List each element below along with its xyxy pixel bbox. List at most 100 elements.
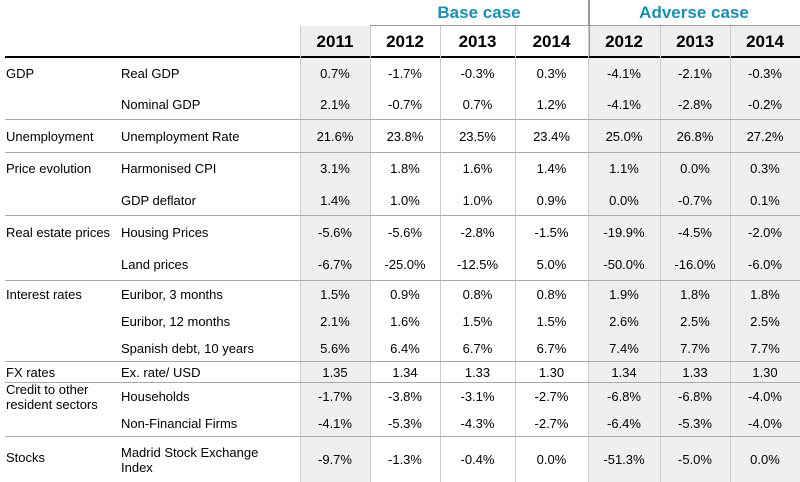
row-label: Non-Financial Firms: [121, 416, 238, 431]
value-cell: 1.4%: [320, 192, 350, 208]
row-label: Nominal GDP: [121, 97, 201, 112]
value-cell: 1.8%: [750, 287, 780, 302]
value-cell: 23.8%: [386, 129, 424, 144]
value-cell: 2.1%: [320, 97, 350, 112]
value-cell: -2.7%: [534, 416, 569, 431]
value-cell: 1.8%: [390, 161, 420, 177]
value-cell: -6.8%: [678, 389, 712, 404]
row-label: Households: [121, 389, 190, 404]
section-rule: [5, 436, 800, 437]
value-cell: -2.8%: [460, 224, 495, 240]
value-cell: -1.7%: [318, 389, 352, 404]
value-cell: -12.5%: [456, 257, 499, 273]
value-cell: -6.7%: [318, 257, 352, 273]
value-cell: -3.8%: [388, 389, 422, 404]
shaded-column: [300, 26, 370, 482]
value-cell: 0.3%: [536, 66, 567, 81]
value-cell: -6.8%: [607, 389, 641, 404]
value-cell: 23.5%: [459, 129, 496, 144]
value-cell: 0.0%: [536, 452, 567, 467]
value-cell: 26.8%: [676, 129, 714, 144]
value-cell: -0.4%: [460, 452, 495, 467]
value-cell: -25.0%: [384, 257, 426, 273]
column-header: 2013: [458, 32, 497, 51]
row-label: Housing Prices: [121, 224, 209, 240]
value-cell: 7.7%: [680, 341, 710, 356]
value-cell: 0.1%: [750, 192, 780, 208]
value-cell: 0.9%: [536, 192, 567, 208]
value-cell: -0.2%: [748, 97, 782, 112]
divider: [588, 26, 589, 482]
value-cell: 1.5%: [320, 287, 350, 302]
value-cell: -4.5%: [678, 224, 712, 240]
row-label: Madrid Stock Exchange Index: [121, 444, 259, 475]
value-cell: -0.7%: [388, 97, 422, 112]
value-cell: -1.7%: [388, 66, 422, 81]
value-cell: 5.0%: [536, 257, 567, 273]
section-rule: [5, 152, 800, 153]
value-cell: 1.0%: [462, 192, 493, 208]
value-cell: -4.0%: [748, 389, 782, 404]
value-cell: -0.3%: [748, 66, 782, 81]
section-label: Interest rates: [6, 287, 82, 302]
column-header: 2014: [532, 32, 571, 51]
rule: [588, 0, 590, 58]
value-cell: -5.3%: [388, 416, 422, 431]
value-cell: -2.7%: [534, 389, 569, 404]
value-cell: -4.1%: [607, 97, 641, 112]
value-cell: -5.6%: [318, 224, 352, 240]
row-label: Euribor, 3 months: [121, 287, 223, 302]
divider: [300, 26, 301, 482]
value-cell: -1.3%: [388, 452, 422, 467]
value-cell: 1.34: [392, 365, 418, 380]
value-cell: -5.6%: [388, 224, 422, 240]
column-header: 2011: [316, 32, 354, 51]
value-cell: 0.7%: [462, 97, 493, 112]
value-cell: 1.6%: [390, 314, 420, 329]
column-header: 2014: [746, 32, 784, 51]
value-cell: 3.1%: [320, 161, 350, 177]
value-cell: -6.0%: [748, 257, 782, 273]
value-cell: 6.4%: [390, 341, 420, 356]
value-cell: 1.30: [752, 365, 778, 380]
section-label: Stocks: [6, 449, 46, 465]
group-header: Adverse case: [639, 3, 749, 22]
value-cell: 6.7%: [536, 341, 567, 356]
value-cell: 21.6%: [316, 129, 354, 144]
section-label: Price evolution: [6, 161, 92, 177]
section-label: Real estate prices: [6, 224, 111, 240]
value-cell: -2.1%: [678, 66, 712, 81]
value-cell: 1.30: [538, 365, 565, 380]
value-cell: 0.0%: [750, 452, 780, 467]
row-label: Real GDP: [121, 66, 180, 81]
value-cell: 0.8%: [462, 287, 493, 302]
divider: [730, 26, 731, 482]
value-cell: 0.3%: [750, 161, 780, 177]
shaded-column: [588, 26, 800, 482]
value-cell: -6.4%: [607, 416, 641, 431]
divider: [370, 26, 371, 482]
value-cell: 1.33: [682, 365, 708, 380]
column-header: 2013: [676, 32, 714, 51]
value-cell: 1.1%: [609, 161, 639, 177]
group-header: Base case: [437, 3, 521, 22]
rule: [370, 25, 800, 26]
rule: [5, 56, 800, 58]
value-cell: -4.0%: [748, 416, 782, 431]
value-cell: -50.0%: [603, 257, 645, 273]
divider: [440, 26, 441, 482]
value-cell: 2.5%: [680, 314, 710, 329]
value-cell: 1.8%: [680, 287, 710, 302]
value-cell: 2.5%: [750, 314, 780, 329]
value-cell: 0.9%: [390, 287, 420, 302]
section-rule: [5, 361, 800, 362]
section-rule: [5, 382, 800, 383]
row-label: Euribor, 12 months: [121, 314, 231, 329]
divider: [515, 26, 516, 482]
value-cell: 1.0%: [390, 192, 420, 208]
value-cell: -51.3%: [603, 452, 645, 467]
value-cell: 7.7%: [750, 341, 780, 356]
value-cell: 2.6%: [609, 314, 639, 329]
value-cell: -3.1%: [460, 389, 495, 404]
